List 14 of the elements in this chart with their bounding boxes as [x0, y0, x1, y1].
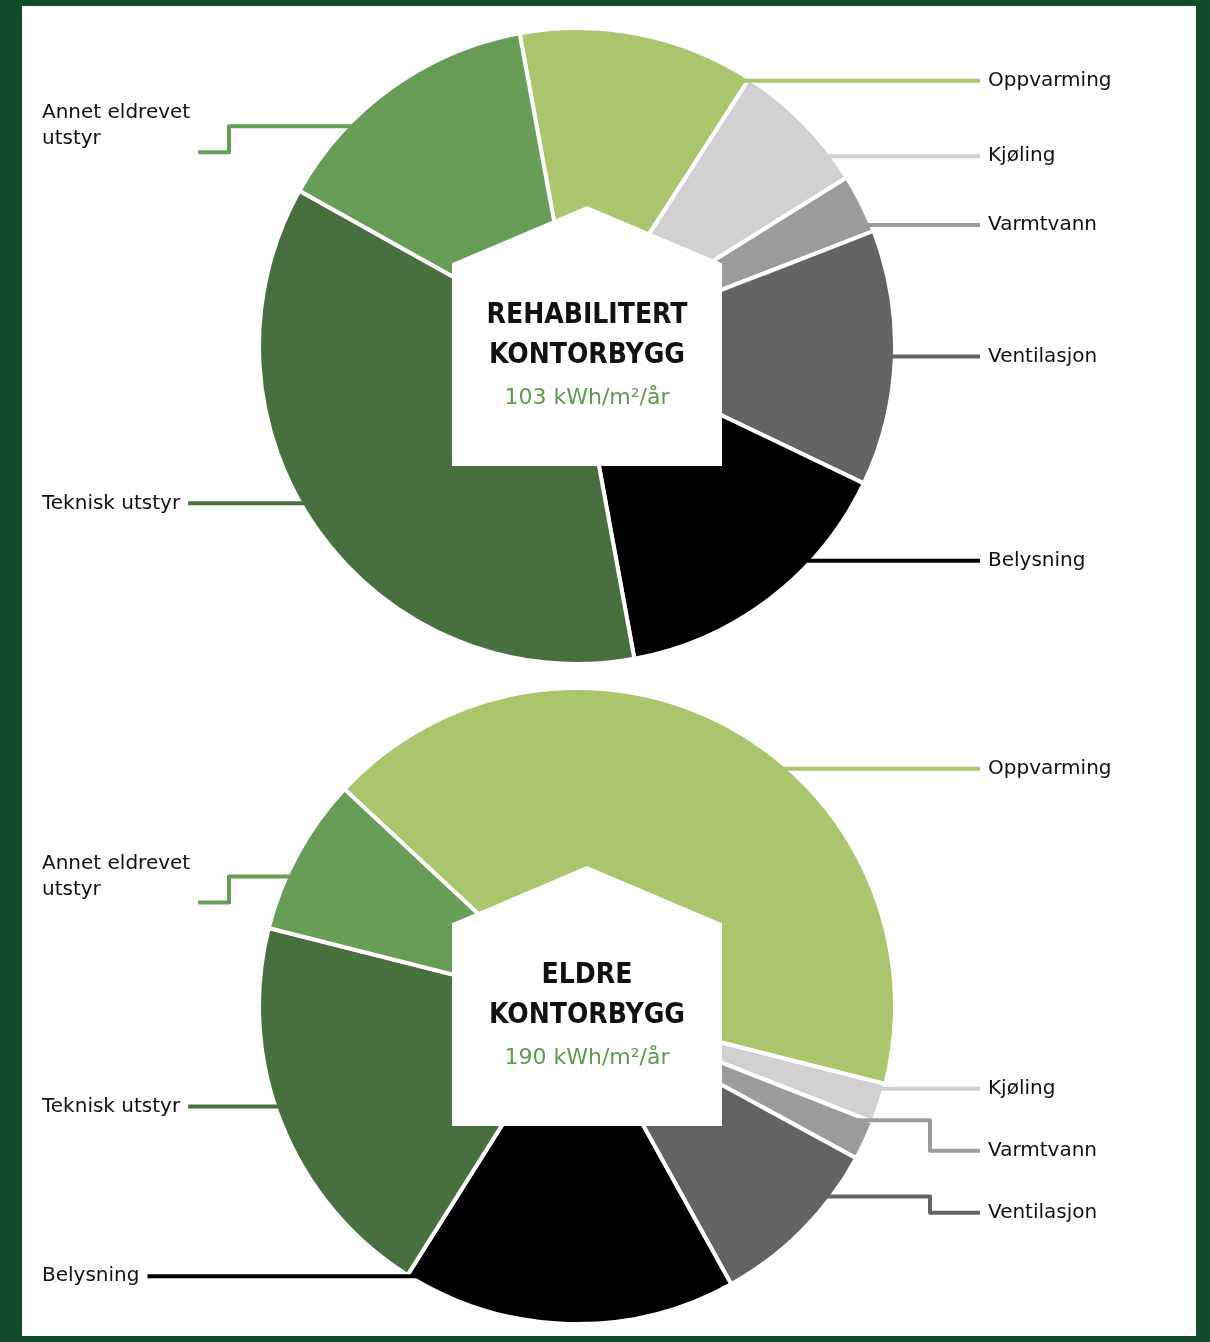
- slice-label: Ventilasjon: [988, 1198, 1098, 1223]
- slice-label: Varmtvann: [988, 1136, 1098, 1161]
- slice-label: Varmtvann: [988, 211, 1098, 236]
- slice-label: Belysning: [42, 1262, 140, 1287]
- slice-label: Oppvarming: [988, 754, 1112, 779]
- slice-label: Belysning: [988, 546, 1086, 571]
- slice-label: Kjøling: [988, 1074, 1056, 1099]
- slice-label: Kjøling: [988, 142, 1056, 167]
- slice-label: Oppvarming: [988, 67, 1112, 92]
- slice-label: Annet eldrevet utstyr: [42, 849, 191, 900]
- slice-label: Teknisk utstyr: [41, 489, 181, 514]
- slice-label: Teknisk utstyr: [41, 1092, 181, 1117]
- slice-label: Annet eldrevet utstyr: [42, 99, 191, 150]
- slice-label: Ventilasjon: [988, 342, 1098, 367]
